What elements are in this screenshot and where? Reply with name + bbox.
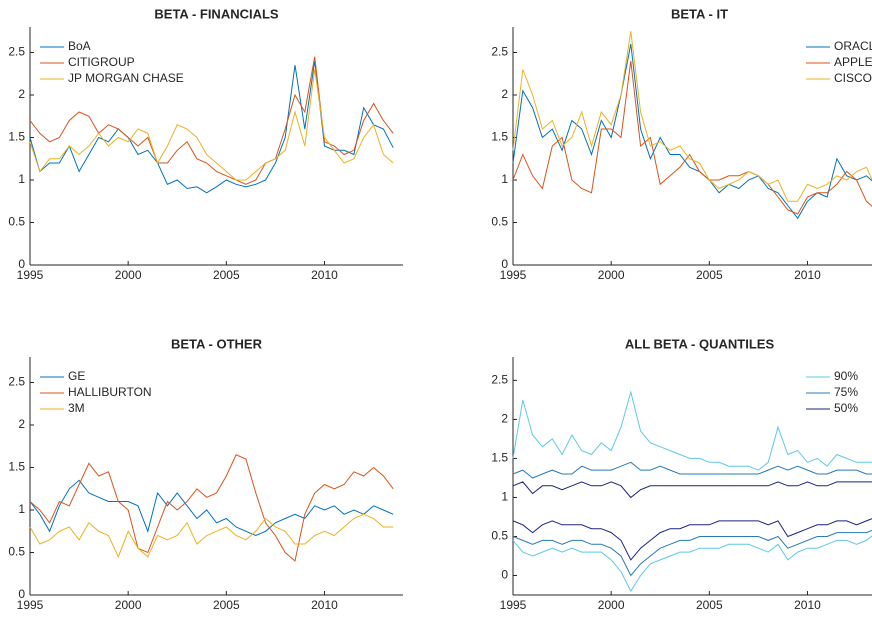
- x-tick-label: 2000: [115, 598, 142, 612]
- y-tick-label: 1.5: [491, 130, 508, 144]
- y-tick-label: 2: [501, 87, 508, 101]
- series-line: [512, 535, 872, 593]
- x-tick-label: 2010: [794, 268, 821, 282]
- x-tick-label: 2010: [794, 598, 821, 612]
- series-line: [512, 43, 872, 220]
- series-line: [29, 513, 394, 559]
- legend-label: JP MORGAN CHASE: [68, 71, 184, 85]
- y-tick-label: 1.5: [8, 130, 25, 144]
- x-tick-label: 2000: [598, 598, 625, 612]
- chart-title: BETA - IT: [671, 6, 728, 21]
- x-tick-label: 2005: [213, 598, 240, 612]
- legend-label: CITIGROUP: [68, 55, 135, 69]
- y-tick-label: 2.5: [491, 373, 508, 387]
- x-tick-label: 2005: [213, 268, 240, 282]
- series-line: [512, 390, 872, 471]
- y-tick-label: 2.5: [8, 375, 25, 389]
- series-line: [512, 31, 872, 202]
- legend-label: HALLIBURTON: [68, 385, 152, 399]
- series-line: [29, 60, 394, 194]
- x-tick-label: 1995: [500, 268, 527, 282]
- legend-label: 50%: [834, 401, 858, 415]
- y-tick-label: 0.5: [491, 529, 508, 543]
- chart-title: ALL BETA - QUANTILES: [625, 336, 775, 351]
- y-tick-label: 1.5: [491, 451, 508, 465]
- legend-label: ORACLE: [834, 39, 872, 53]
- x-tick-label: 2010: [311, 598, 338, 612]
- legend-label: 3M: [68, 401, 85, 415]
- legend-label: APPLE: [834, 55, 872, 69]
- y-tick-label: 2: [18, 87, 25, 101]
- y-tick-label: 1: [18, 502, 25, 516]
- x-tick-label: 2005: [696, 598, 723, 612]
- x-tick-label: 2000: [115, 268, 142, 282]
- y-tick-label: 2: [501, 412, 508, 426]
- y-tick-label: 0: [501, 257, 508, 271]
- x-tick-label: 1995: [500, 598, 527, 612]
- chart-title: BETA - OTHER: [171, 336, 263, 351]
- chart-title: BETA - FINANCIALS: [154, 6, 279, 21]
- y-tick-label: 1: [501, 490, 508, 504]
- series-line: [512, 518, 872, 561]
- series-line: [29, 69, 394, 181]
- y-tick-label: 2.5: [8, 45, 25, 59]
- y-tick-label: 2.5: [491, 45, 508, 59]
- legend-label: 75%: [834, 385, 858, 399]
- y-tick-label: 1: [18, 172, 25, 186]
- y-tick-label: 0.5: [491, 215, 508, 229]
- series-line: [29, 479, 394, 537]
- x-tick-label: 2005: [696, 268, 723, 282]
- legend-label: CISCO: [834, 71, 872, 85]
- legend-label: 90%: [834, 369, 858, 383]
- x-tick-label: 1995: [17, 598, 44, 612]
- series-line: [512, 481, 872, 499]
- x-tick-label: 2010: [311, 268, 338, 282]
- y-tick-label: 0: [18, 257, 25, 271]
- y-tick-label: 0: [18, 587, 25, 601]
- series-line: [512, 60, 872, 215]
- y-tick-label: 0.5: [8, 215, 25, 229]
- series-line: [29, 454, 394, 562]
- legend-label: GE: [68, 369, 85, 383]
- y-tick-label: 1: [501, 172, 508, 186]
- x-tick-label: 1995: [17, 268, 44, 282]
- x-tick-label: 2000: [598, 268, 625, 282]
- y-tick-label: 0.5: [8, 545, 25, 559]
- y-tick-label: 1.5: [8, 460, 25, 474]
- series-line: [29, 56, 394, 185]
- legend-label: BoA: [68, 39, 91, 53]
- y-tick-label: 0: [501, 568, 508, 582]
- series-line: [512, 461, 872, 479]
- y-tick-label: 2: [18, 417, 25, 431]
- series-line: [512, 529, 872, 577]
